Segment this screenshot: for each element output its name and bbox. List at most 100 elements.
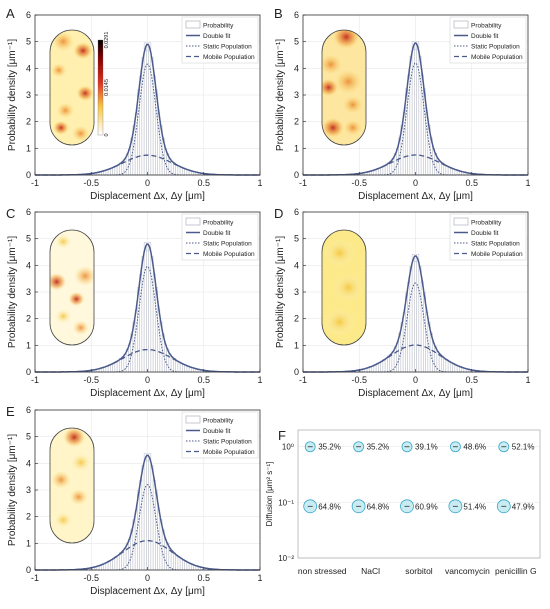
y-tick-label: 10⁰	[282, 443, 294, 452]
histogram-bar	[116, 165, 120, 176]
histogram-bar	[414, 261, 417, 373]
legend-swatch	[185, 20, 201, 29]
category-label: penicillin G	[495, 566, 537, 576]
y-tick-label: 2	[26, 117, 31, 127]
histogram-bar	[134, 309, 138, 373]
inset-spot	[50, 63, 67, 78]
x-tick-label: 1	[257, 375, 262, 385]
histogram-bar	[445, 359, 449, 373]
inset-spot	[69, 452, 92, 473]
legend: Probability Double fit Static Population Mo…	[449, 16, 527, 64]
histogram-bar	[409, 266, 413, 373]
category-label: sorbitol	[405, 566, 433, 576]
colorbar	[97, 39, 104, 136]
inset-outline	[49, 229, 95, 346]
x-tick-label: -0.5	[351, 375, 367, 385]
category-label: NaCl	[361, 566, 380, 576]
inset-spot	[63, 428, 86, 448]
data-label: 64.8%	[367, 502, 390, 511]
histogram-bar	[418, 55, 422, 176]
y-axis-label: Probability density [μm⁻¹]	[275, 236, 286, 348]
y-axis-label: Probability density [μm⁻¹]	[7, 236, 18, 348]
inset-spot	[333, 30, 360, 49]
inset-cell-heatmap	[321, 29, 367, 146]
inset-cell-heatmap	[49, 229, 95, 346]
y-tick-label: 5	[26, 234, 31, 244]
legend-label: Probability	[203, 418, 234, 425]
histogram-bar	[110, 364, 113, 373]
inset-spot	[322, 54, 342, 75]
histogram-bar	[173, 552, 176, 571]
histogram-bar	[382, 359, 386, 373]
panel-a: A 0 1 2 3 4 5 6 -1 -0.5 0 0.5 1 Displacement Δx, Δy […	[6, 6, 263, 202]
inset-spot	[324, 239, 355, 267]
legend: Probability Double fit Static Population Mo…	[449, 213, 527, 261]
y-tick-label: 2	[294, 314, 299, 324]
x-tick-label: 1	[525, 375, 530, 385]
legend-label: Mobile Population	[471, 251, 523, 258]
histogram-bar	[139, 274, 143, 373]
histogram-bar	[123, 158, 127, 176]
panel-e: E 0 1 2 3 4 5 6 -1 -0.5 0 0.5 1 Displacement Δx, Δy […	[6, 404, 263, 597]
data-label: 48.6%	[463, 443, 486, 452]
inset-spot	[56, 102, 75, 119]
histogram-bar	[414, 49, 417, 176]
histogram-bar	[447, 360, 451, 373]
x-tick-label: -1	[31, 573, 39, 583]
histogram-bar	[146, 50, 149, 176]
inset-spot	[322, 117, 344, 138]
inset-outline	[49, 427, 95, 544]
legend-label: Double fit	[471, 33, 499, 40]
legend-label: Mobile Population	[203, 54, 255, 61]
data-label: 35.2%	[367, 443, 390, 452]
colorbar-tick-label: 0.0291	[104, 32, 110, 49]
legend: Probability Double fit Static Population Mo…	[181, 16, 259, 64]
colorbar-tick-label: 0.0145	[104, 79, 110, 96]
histogram-bar	[148, 453, 152, 571]
inset-cell-heatmap	[321, 229, 367, 346]
data-label: 60.9%	[415, 502, 438, 511]
histogram-bar	[143, 242, 147, 373]
histogram-bar	[407, 281, 411, 373]
histogram-bars	[83, 242, 212, 373]
x-tick-label: 0.5	[197, 375, 210, 385]
histogram-bar	[378, 362, 381, 373]
y-axis-label: Probability density [μm⁻¹]	[7, 39, 18, 151]
panel-label: E	[6, 404, 15, 419]
x-axis-label: Displacement Δx, Δy [μm]	[90, 388, 205, 399]
inset-cell-heatmap	[49, 427, 95, 544]
y-tick-label: 0	[294, 367, 299, 377]
histogram-bar	[110, 559, 113, 571]
inset-fill	[50, 230, 94, 345]
histogram-bar	[141, 465, 145, 571]
inset-spot	[54, 233, 72, 250]
legend-label: Double fit	[471, 230, 499, 237]
inset-outline	[49, 29, 95, 146]
y-tick-label: 5	[26, 37, 31, 47]
y-axis-label: Probability density [μm⁻¹]	[7, 434, 18, 546]
y-tick-label: 1	[26, 340, 31, 350]
histogram-bar	[116, 555, 120, 571]
histogram-bar	[384, 358, 388, 373]
inset-spot	[69, 489, 88, 505]
y-tick-label: 6	[294, 207, 299, 217]
histogram-bar	[396, 342, 399, 373]
histogram-bar	[391, 158, 395, 176]
y-tick-label: 6	[26, 207, 31, 217]
x-tick-label: 0	[413, 178, 418, 188]
histogram-bar	[139, 480, 143, 571]
y-tick-label: 2	[294, 117, 299, 127]
legend: Probability Double fit Static Population Mo…	[181, 411, 259, 459]
inset-spot	[50, 273, 67, 291]
histogram-bar	[409, 55, 413, 176]
panel-label: D	[274, 206, 283, 221]
data-label: 47.9%	[512, 502, 535, 511]
histogram-bar	[175, 165, 179, 176]
inset-spot	[333, 273, 364, 302]
inset-spot	[322, 78, 339, 97]
panel-b: B 0 1 2 3 4 5 6 -1 -0.5 0 0.5 1 Displacement Δx, Δy […	[274, 6, 531, 202]
y-tick-label: 10⁻²	[278, 554, 294, 563]
y-tick-label: 3	[26, 287, 31, 297]
x-tick-label: 0.5	[197, 178, 210, 188]
